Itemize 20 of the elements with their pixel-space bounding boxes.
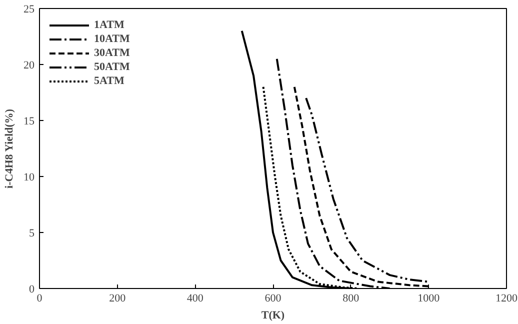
x-tick-label: 1200: [496, 292, 518, 304]
x-tick-label: 200: [109, 292, 126, 304]
y-tick-label: 25: [24, 4, 35, 16]
x-tick-label: 1000: [418, 292, 440, 304]
legend-label: 50ATM: [94, 60, 130, 74]
legend-label: 5ATM: [94, 74, 124, 88]
x-tick-label: 400: [186, 292, 204, 304]
x-tick-label: 0: [36, 292, 43, 304]
y-tick-label: 15: [24, 116, 35, 128]
y-tick-label: 20: [24, 60, 35, 72]
legend-label: 30ATM: [94, 46, 130, 60]
y-tick-label: 0: [29, 284, 35, 296]
y-tick-label: 5: [29, 228, 35, 240]
legend-label: 10ATM: [94, 32, 130, 46]
x-tick-label: 600: [264, 292, 282, 304]
y-tick-label: 10: [24, 172, 35, 184]
x-axis-title: T(K): [261, 310, 285, 322]
x-tick-label: 800: [342, 292, 360, 304]
legend-label: 1ATM: [94, 18, 124, 32]
y-axis-title: i-C4H8 Yield(%): [4, 108, 16, 188]
